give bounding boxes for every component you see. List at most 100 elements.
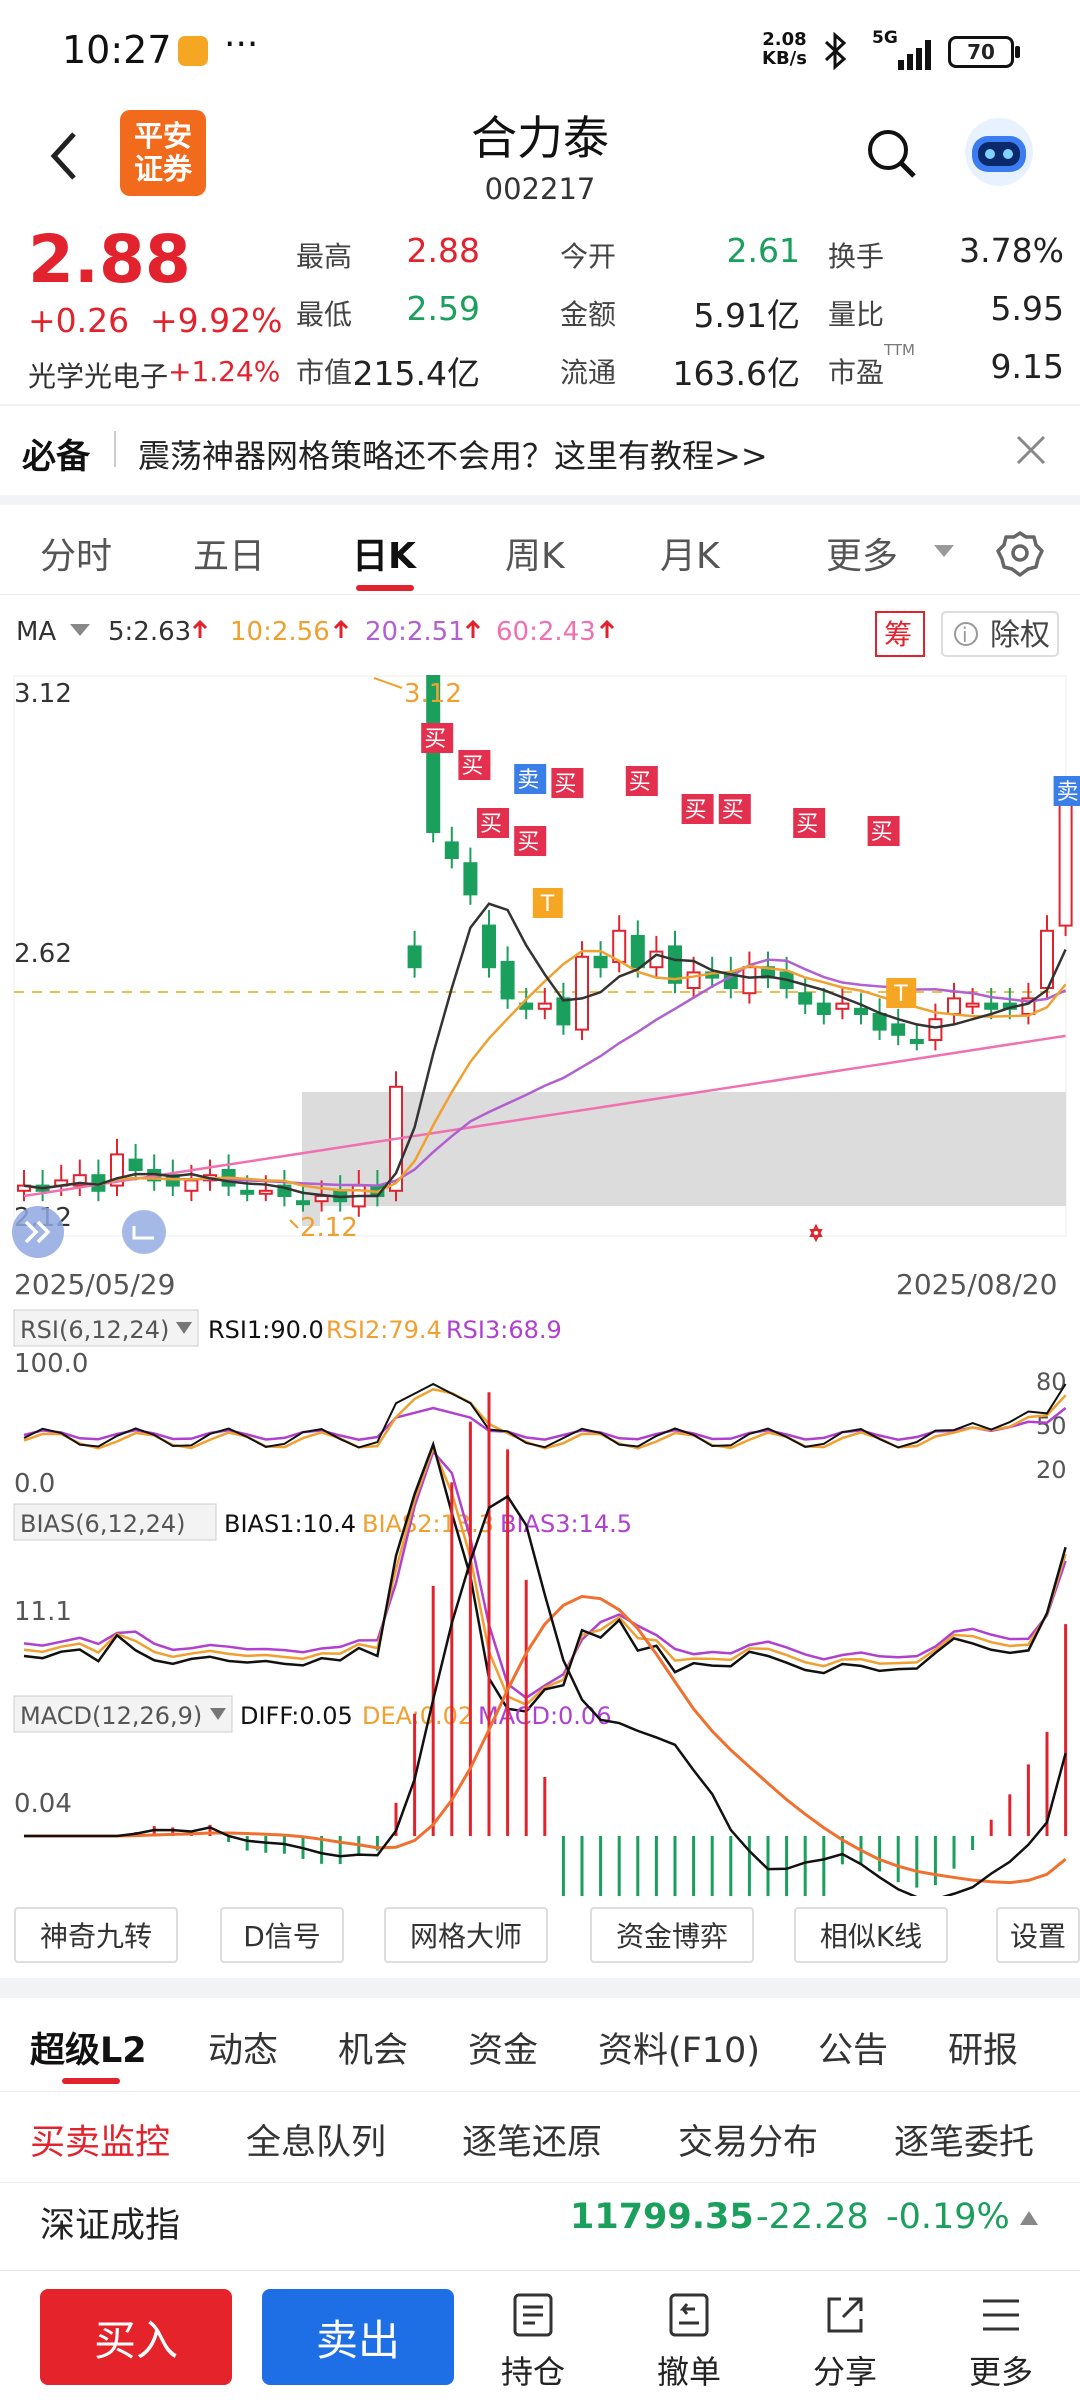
bluetooth-icon: [824, 32, 847, 70]
share-label: 分享: [812, 2353, 877, 2391]
similar-kline-button[interactable]: 相似K线: [794, 1907, 948, 1963]
kline-chart-area[interactable]: MA 5:2.63 10:2.56 20:2.51 60:2.43 筹 i 除权…: [0, 596, 1080, 1896]
tab-daily-k[interactable]: 日K: [352, 536, 416, 577]
candle-body: [798, 992, 813, 1005]
ai-assistant-icon[interactable]: [960, 114, 1038, 190]
price-change-pct: +9.92%: [150, 301, 283, 340]
status-more-icon: ···: [224, 24, 259, 65]
signal-label: 买: [796, 812, 818, 837]
active-tab-indicator: [356, 585, 414, 591]
tab-research[interactable]: 研报: [948, 2031, 1019, 2071]
tab-trade-distribution[interactable]: 交易分布: [678, 2123, 819, 2163]
close-icon[interactable]: [1014, 433, 1048, 467]
cancel-order-button[interactable]: 撤单: [634, 2291, 744, 2393]
network-speed: 2.08 KB/s: [762, 29, 807, 69]
rsi-dropdown-icon[interactable]: [176, 1322, 192, 1334]
rsi3-line: [23, 1406, 1067, 1442]
ma-label[interactable]: MA: [16, 617, 56, 647]
tab-weekly-k[interactable]: 周K: [505, 536, 565, 577]
candle-body: [184, 1179, 199, 1192]
tab-super-l2[interactable]: 超级L2: [30, 2031, 147, 2071]
search-icon[interactable]: [864, 126, 920, 182]
candle-body: [426, 675, 441, 833]
chip-distribution-button[interactable]: [875, 611, 925, 657]
tab-opportunity[interactable]: 机会: [338, 2031, 409, 2071]
buy-signal: [793, 808, 826, 838]
candle-body: [909, 1039, 924, 1044]
sector-name[interactable]: 光学光电子: [28, 360, 169, 393]
adjust-button[interactable]: [941, 611, 1059, 657]
tab-order-detail[interactable]: 逐笔委托: [894, 2123, 1035, 2163]
d-signal-button[interactable]: D信号: [220, 1907, 344, 1963]
rsi-selector[interactable]: [13, 1309, 199, 1347]
date-start: 2025/05/29: [14, 1268, 175, 1301]
ma5-value: 5:2.63: [108, 617, 191, 647]
battery-tip: [1015, 46, 1020, 58]
macd-selector[interactable]: [13, 1695, 233, 1733]
grid-master-button[interactable]: 网格大师: [384, 1907, 548, 1963]
low-price-label: 2.12: [300, 1213, 358, 1243]
settings-button[interactable]: 设置: [996, 1907, 1080, 1963]
date-end: 2025/08/20: [896, 1268, 1057, 1301]
quote-value: 5.91亿: [693, 296, 800, 335]
index-value: 11799.35: [570, 2197, 754, 2237]
chip-band: [302, 1092, 1066, 1206]
candle-body: [296, 1200, 310, 1206]
event-marker-icon[interactable]: [809, 1223, 823, 1243]
ma20-value: 20:2.51: [365, 617, 465, 647]
chip-label[interactable]: 筹: [884, 618, 912, 651]
battery-icon: 70: [948, 36, 1014, 68]
promo-banner[interactable]: 必备 震荡神器网格策略还不会用？这里有教程>>: [0, 405, 1080, 495]
tab-five-day[interactable]: 五日: [193, 536, 266, 577]
quote-value: 2.59: [406, 289, 480, 328]
macd-name[interactable]: MACD(12,26,9): [20, 1702, 202, 1730]
bias-name[interactable]: BIAS(6,12,24): [20, 1510, 186, 1538]
share-icon: [827, 2297, 863, 2333]
y-axis-mid: 2.62: [14, 939, 72, 969]
tab-tick-replay[interactable]: 逐笔还原: [462, 2123, 603, 2163]
candle-body: [314, 1195, 329, 1203]
status-time: 10:27: [62, 28, 172, 72]
network-type: 5G: [872, 28, 898, 48]
banner-text[interactable]: 震荡神器网格策略还不会用？这里有教程>>: [138, 437, 768, 475]
tab-trade-monitor[interactable]: 买卖监控: [30, 2123, 171, 2163]
gear-icon[interactable]: [996, 529, 1044, 577]
share-button[interactable]: 分享: [790, 2291, 900, 2393]
candle-body: [891, 1023, 906, 1036]
tab-more[interactable]: 更多: [826, 536, 899, 577]
tab-funds[interactable]: 资金: [468, 2031, 539, 2071]
buy-signal: [867, 816, 900, 846]
holdings-button[interactable]: 持仓: [478, 2291, 588, 2393]
expand-up-icon[interactable]: [1018, 2209, 1040, 2227]
capital-game-button[interactable]: 资金博弈: [590, 1907, 754, 1963]
tab-intraday[interactable]: 分时: [40, 536, 113, 577]
rsi-name[interactable]: RSI(6,12,24): [20, 1316, 169, 1344]
tab-news[interactable]: 动态: [208, 2031, 279, 2071]
macd-dropdown-icon[interactable]: [210, 1708, 226, 1720]
tab-full-queue[interactable]: 全息队列: [246, 2123, 387, 2163]
more-menu-button[interactable]: 更多: [946, 2291, 1056, 2393]
quote-value: 163.6亿: [672, 354, 800, 393]
magic-nine-button[interactable]: 神奇九转: [14, 1907, 178, 1963]
quote-label: 市盈: [828, 356, 885, 389]
tab-announcements[interactable]: 公告: [818, 2031, 889, 2071]
period-tabs: 分时 五日 日K 周K 月K 更多: [0, 505, 1080, 595]
chevron-down-icon[interactable]: [932, 543, 956, 559]
tab-profile[interactable]: 资料(F10): [598, 2031, 760, 2071]
bias3-value: BIAS3:14.5: [500, 1510, 632, 1538]
t-signal: [886, 978, 917, 1008]
buy-button[interactable]: 买入: [40, 2289, 232, 2385]
sell-button[interactable]: 卖出: [262, 2289, 454, 2385]
candle-body: [128, 1158, 143, 1171]
tab-monthly-k[interactable]: 月K: [660, 536, 720, 577]
ma-dropdown-icon[interactable]: [70, 624, 90, 636]
signal-label: 买: [685, 798, 707, 823]
chevron-left-icon[interactable]: [44, 128, 84, 184]
adjust-label[interactable]: 除权: [990, 618, 1050, 653]
index-ticker[interactable]: 深证成指 11799.35 -22.28 -0.19%: [0, 2182, 1080, 2282]
bias-selector[interactable]: [13, 1503, 217, 1541]
drag-handle-icon[interactable]: [122, 1210, 166, 1254]
broker-logo[interactable]: 平安 证券: [120, 110, 206, 196]
rsi2-value: RSI2:79.4: [326, 1316, 442, 1344]
